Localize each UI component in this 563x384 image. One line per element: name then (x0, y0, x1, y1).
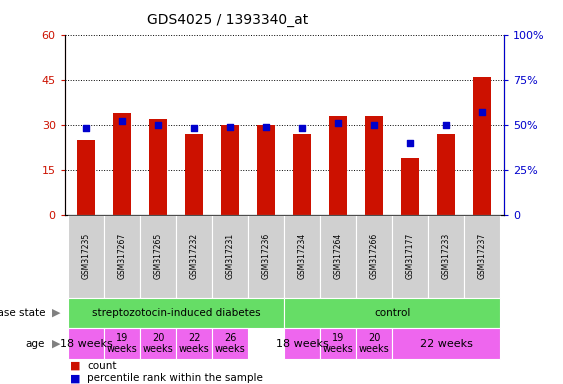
Text: control: control (374, 308, 410, 318)
Bar (77, 140, 95, 215)
Point (442, 122, 451, 128)
Text: percentile rank within the sample: percentile rank within the sample (87, 373, 263, 383)
Bar (149, 119, 167, 215)
Text: 19
weeks: 19 weeks (107, 333, 138, 354)
Point (226, 124, 235, 130)
Text: GDS4025 / 1393340_at: GDS4025 / 1393340_at (148, 13, 309, 27)
Text: GSM317232: GSM317232 (190, 233, 199, 280)
Bar (185, 134, 203, 215)
Text: GSM317234: GSM317234 (298, 233, 307, 280)
Text: 18 weeks: 18 weeks (60, 339, 113, 349)
Text: age: age (26, 339, 45, 349)
Text: 26
weeks: 26 weeks (215, 333, 245, 354)
Bar (401, 158, 419, 215)
Text: disease state: disease state (0, 308, 45, 318)
Bar (473, 77, 491, 215)
Text: ■: ■ (70, 361, 81, 371)
Text: GSM317266: GSM317266 (370, 233, 379, 280)
Point (118, 118, 127, 124)
Text: GSM317267: GSM317267 (118, 233, 127, 280)
Text: GSM317177: GSM317177 (406, 233, 415, 280)
Text: 20
weeks: 20 weeks (359, 333, 390, 354)
Text: 22 weeks: 22 weeks (420, 339, 473, 349)
Point (478, 109, 487, 115)
Text: GSM317231: GSM317231 (226, 233, 235, 280)
Text: GSM317264: GSM317264 (334, 233, 343, 280)
Text: ■: ■ (70, 373, 81, 383)
Text: ▶: ▶ (52, 339, 61, 349)
Text: 18 weeks: 18 weeks (276, 339, 329, 349)
Point (190, 125, 199, 131)
Bar (329, 116, 347, 215)
Point (370, 122, 379, 128)
Point (82, 125, 91, 131)
Point (298, 125, 307, 131)
Bar (221, 125, 239, 215)
Text: ▶: ▶ (52, 308, 61, 318)
Bar (257, 125, 275, 215)
Text: GSM317233: GSM317233 (442, 233, 451, 280)
Bar (113, 113, 131, 215)
Text: 22
weeks: 22 weeks (179, 333, 209, 354)
Text: count: count (87, 361, 117, 371)
Point (406, 140, 415, 146)
Text: GSM317235: GSM317235 (82, 233, 91, 280)
Bar (365, 116, 383, 215)
Text: GSM317265: GSM317265 (154, 233, 163, 280)
Point (154, 122, 163, 128)
Bar (293, 134, 311, 215)
Text: GSM317236: GSM317236 (262, 233, 271, 280)
Text: GSM317237: GSM317237 (478, 233, 487, 280)
Text: streptozotocin-induced diabetes: streptozotocin-induced diabetes (92, 308, 261, 318)
Bar (437, 134, 455, 215)
Point (262, 124, 271, 130)
Text: 19
weeks: 19 weeks (323, 333, 354, 354)
Point (334, 120, 343, 126)
Text: 20
weeks: 20 weeks (143, 333, 174, 354)
